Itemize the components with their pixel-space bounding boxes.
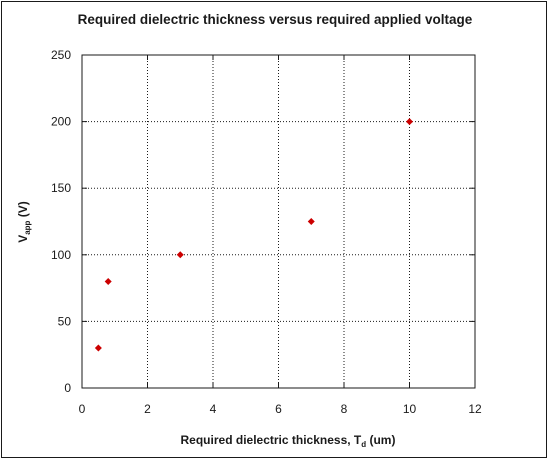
y-axis-label: Vapp (V) [16,201,32,243]
x-tick-label: 6 [275,402,282,416]
grid-lines [82,55,475,388]
y-tick-label: 100 [51,248,71,262]
x-tick-label: 8 [341,402,348,416]
data-point [94,344,102,352]
x-tick-label: 10 [403,402,417,416]
y-axis-label-subscript: app [23,220,32,234]
y-tick-label: 50 [58,314,72,328]
y-axis-label-unit: (V) [16,201,30,220]
data-point [406,118,413,126]
chart-title: Required dielectric thickness versus req… [78,12,473,27]
axis-ticks: 0 2 4 6 8 10 12 0 50 100 150 200 250 [51,48,482,416]
x-tick-label: 0 [79,402,86,416]
x-tick-label: 12 [468,402,482,416]
plot-area [81,54,476,389]
data-point [104,277,112,285]
data-points [94,118,413,352]
x-tick-label: 2 [144,402,151,416]
data-point [307,218,315,225]
x-axis-label-subscript: d [361,440,366,449]
y-tick-label: 150 [51,181,71,195]
y-tick-label: 250 [51,48,71,62]
y-tick-label: 0 [64,381,71,395]
y-axis-label-main: V [16,235,30,243]
x-axis-label: Required dielectric thickness, Td (um) [181,433,396,449]
x-axis-label-main: Required dielectric thickness, T [181,433,362,447]
data-point [176,251,184,259]
x-axis-label-unit: (um) [366,433,395,447]
x-tick-label: 4 [210,402,217,416]
y-tick-label: 200 [51,115,71,129]
